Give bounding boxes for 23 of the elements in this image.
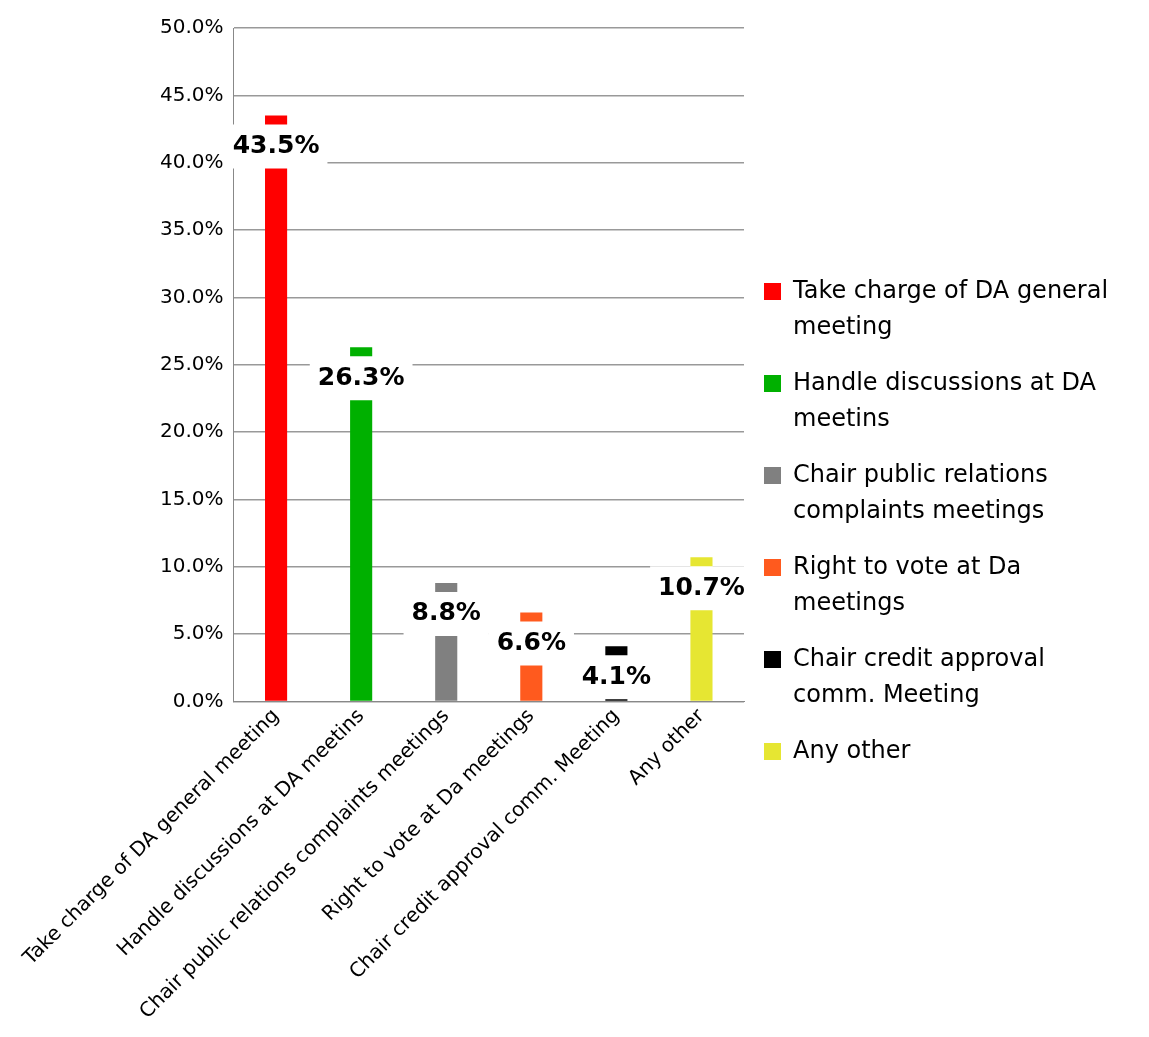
legend-label: Take charge of DA general meeting <box>792 275 1109 340</box>
y-tick-label: 5.0% <box>172 620 224 645</box>
y-tick-label: 25.0% <box>159 350 224 375</box>
data-label: 4.1% <box>581 660 652 690</box>
data-label: 26.3% <box>317 361 405 391</box>
y-tick-label: 30.0% <box>159 283 224 308</box>
legend-label: Chair credit approval comm. Meeting <box>793 643 1045 708</box>
y-tick-label: 0.0% <box>172 687 224 712</box>
data-label: 6.6% <box>496 627 566 657</box>
y-tick-label: 20.0% <box>159 418 224 443</box>
y-tick-label: 35.0% <box>159 216 224 241</box>
legend-label: Any other <box>793 735 911 764</box>
data-label: 10.7% <box>658 571 745 601</box>
legend-label: Chair public relations complaints meetings <box>793 459 1048 524</box>
y-tick-label: 40.0% <box>159 148 224 173</box>
legend-label: Right to vote at Da meetings <box>793 551 1022 616</box>
y-tick-label: 15.0% <box>159 485 224 510</box>
y-tick-label: 45.0% <box>159 81 224 106</box>
data-label: 43.5% <box>232 130 320 160</box>
legend-label: Handle discussions at DA meetins <box>793 367 1097 432</box>
y-tick-label: 10.0% <box>159 552 224 577</box>
y-tick-label: 50.0% <box>159 14 224 39</box>
data-label: 8.8% <box>411 597 481 627</box>
